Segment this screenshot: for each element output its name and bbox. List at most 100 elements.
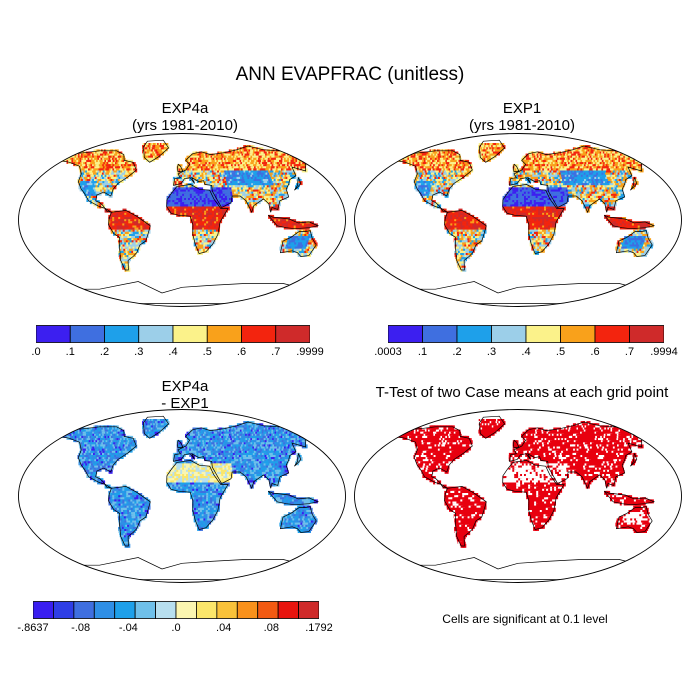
colorbar-diff-box-11	[257, 601, 279, 619]
colorbar-exp1-box-2	[456, 325, 492, 343]
panel-title-exp4a: EXP4a (yrs 1981-2010)	[35, 100, 335, 134]
colorbar-diff-box-6	[155, 601, 177, 619]
panel-title-diff-line1: EXP4a	[161, 378, 209, 395]
panel-title-exp1-line2: (yrs 1981-2010)	[469, 117, 575, 134]
colorbar-exp1-box-4	[525, 325, 561, 343]
coastline-uk	[512, 439, 520, 449]
map-exp4a	[18, 133, 346, 307]
colorbar-diff: -.8637 -.08 -.04 .0 .04 .08 .1792	[17, 601, 333, 634]
colorbar-diff-box-7	[175, 601, 197, 619]
coastline-indonesia	[267, 490, 320, 506]
coastline-africa	[166, 460, 229, 531]
coastline-eurasia	[173, 145, 315, 214]
coastline-eurasia	[173, 421, 315, 490]
coastline-australia	[279, 230, 317, 257]
colorbar-exp4a-box-5	[206, 325, 242, 343]
colorbar-exp4a-tick-0: .0	[31, 346, 41, 358]
colorbar-exp1-box-3	[491, 325, 527, 343]
colorbar-diff-box-8	[196, 601, 218, 619]
colorbar-exp1-box-1	[422, 325, 458, 343]
colorbar-exp4a-box-3	[138, 325, 174, 343]
coastline-uk	[176, 163, 184, 173]
colorbar-exp1-box-0	[388, 325, 423, 343]
colorbar-exp4a-box-1	[69, 325, 105, 343]
ttest-note: Cells are significant at 0.1 level	[442, 612, 608, 626]
coastline-samerica	[444, 210, 487, 271]
coastline-greenland	[479, 139, 506, 163]
coastline-greenland	[143, 139, 170, 163]
colorbar-diff-tick-2: -.04	[118, 622, 138, 634]
colorbar-diff-tick-6: .1792	[305, 622, 333, 634]
colorbar-diff-tick-5: .08	[263, 622, 279, 634]
panel-title-exp4a-line1: EXP4a	[161, 100, 209, 117]
coastline-africa	[502, 184, 565, 255]
panel-title-ttest: T-Test of two Case means at each grid po…	[352, 384, 692, 401]
coastline-samerica	[444, 486, 487, 547]
colorbar-exp1-box-5	[560, 325, 596, 343]
coastline-namerica	[59, 150, 137, 213]
map-border	[354, 133, 682, 307]
coastline-australia	[279, 506, 317, 533]
map-border	[18, 133, 346, 307]
colorbar-diff-box-12	[277, 601, 299, 619]
colorbar-diff-box-9	[216, 601, 238, 619]
panel-title-exp1: EXP1 (yrs 1981-2010)	[372, 100, 672, 134]
colorbar-exp4a-box-2	[104, 325, 140, 343]
coastline-antarctica	[393, 557, 643, 580]
coastline-greenland	[143, 415, 170, 439]
colorbar-diff-box-2	[73, 601, 95, 619]
coastline-namerica	[59, 426, 137, 489]
colorbar-exp4a-tick-1: .1	[65, 346, 75, 358]
coastline-africa	[166, 184, 229, 255]
coastline-namerica	[395, 150, 473, 213]
colorbar-exp1-tick-4: .4	[521, 346, 531, 358]
colorbar-diff-box-13	[298, 601, 319, 619]
map-ttest	[354, 409, 682, 583]
coastline-namerica	[395, 426, 473, 489]
colorbar-exp4a-box-0	[36, 325, 71, 343]
colorbar-diff-box-0	[33, 601, 54, 619]
colorbar-exp4a-box-7	[275, 325, 310, 343]
colorbar-exp4a-tick-2: .2	[99, 346, 110, 358]
colorbar-exp1-tick-3: .3	[486, 346, 497, 358]
colorbar-diff-box-5	[134, 601, 156, 619]
coastline-indonesia	[603, 214, 656, 230]
coastline-indonesia	[603, 490, 656, 506]
colorbar-diff-tick-0: -.8637	[17, 622, 49, 634]
coastline-japan	[630, 452, 638, 467]
main-title: ANN EVAPFRAC (unitless)	[235, 64, 465, 85]
coastline-africa	[502, 460, 565, 531]
colorbar-exp4a-box-4	[172, 325, 208, 343]
colorbar-exp4a-box-6	[241, 325, 277, 343]
panel-title-diff-line2: - EXP1	[161, 395, 209, 412]
colorbar-exp4a-tick-8: .9999	[296, 346, 324, 358]
map-border	[354, 409, 682, 583]
coastline-uk	[512, 163, 520, 173]
colorbar-exp4a-tick-7: .7	[271, 346, 281, 358]
colorbar-exp1-tick-6: .6	[590, 346, 600, 358]
panel-title-exp1-line1: EXP1	[502, 100, 542, 117]
colorbar-exp4a-tick-4: .4	[168, 346, 178, 358]
colorbar-exp1-tick-1: .1	[417, 346, 428, 358]
colorbar-exp1-box-7	[629, 325, 664, 343]
map-border	[18, 409, 346, 583]
colorbar-diff-box-1	[53, 601, 75, 619]
map-diff	[18, 409, 346, 583]
colorbar-exp4a-tick-3: .3	[134, 346, 144, 358]
colorbar-exp4a: .0 .1 .2 .3 .4 .5 .6 .7 .9999	[31, 325, 324, 358]
coastline-japan	[630, 176, 638, 191]
coastline-antarctica	[57, 557, 307, 580]
coastline-antarctica	[57, 281, 307, 304]
coastline-uk	[176, 439, 184, 449]
colorbar-exp4a-tick-5: .5	[202, 346, 212, 358]
colorbar-exp1-tick-7: .7	[624, 346, 635, 358]
colorbar-exp1-tick-2: .2	[452, 346, 462, 358]
colorbar-diff-box-4	[114, 601, 136, 619]
colorbar-exp4a-tick-6: .6	[236, 346, 247, 358]
colorbar-exp1-box-6	[594, 325, 630, 343]
coastline-japan	[294, 452, 302, 467]
panel-title-diff: EXP4a - EXP1	[35, 378, 335, 412]
coastline-indonesia	[267, 214, 320, 230]
coastline-australia	[615, 230, 653, 257]
colorbar-diff-tick-3: .0	[171, 622, 181, 634]
